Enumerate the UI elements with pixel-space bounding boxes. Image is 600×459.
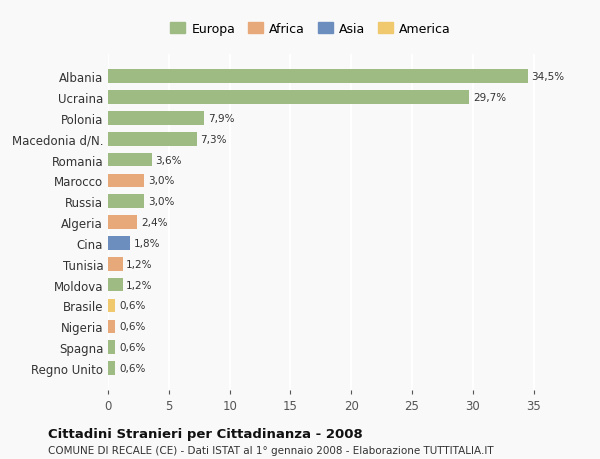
Bar	[108, 299, 115, 313]
Text: 34,5%: 34,5%	[531, 72, 565, 82]
Bar	[108, 237, 130, 250]
Text: 3,0%: 3,0%	[148, 197, 175, 207]
Bar	[108, 216, 137, 230]
Bar	[108, 320, 115, 333]
Bar	[108, 112, 204, 125]
Text: Cittadini Stranieri per Cittadinanza - 2008: Cittadini Stranieri per Cittadinanza - 2…	[48, 427, 363, 440]
Text: COMUNE DI RECALE (CE) - Dati ISTAT al 1° gennaio 2008 - Elaborazione TUTTITALIA.: COMUNE DI RECALE (CE) - Dati ISTAT al 1°…	[48, 445, 494, 455]
Legend: Europa, Africa, Asia, America: Europa, Africa, Asia, America	[166, 18, 455, 41]
Bar	[108, 195, 145, 208]
Bar	[108, 341, 115, 354]
Text: 2,4%: 2,4%	[141, 218, 167, 228]
Bar	[108, 153, 152, 167]
Text: 0,6%: 0,6%	[119, 322, 145, 331]
Text: 29,7%: 29,7%	[473, 93, 506, 103]
Text: 0,6%: 0,6%	[119, 363, 145, 373]
Text: 1,2%: 1,2%	[126, 259, 153, 269]
Text: 3,0%: 3,0%	[148, 176, 175, 186]
Text: 0,6%: 0,6%	[119, 342, 145, 353]
Bar	[108, 174, 145, 188]
Text: 1,8%: 1,8%	[134, 238, 160, 248]
Text: 3,6%: 3,6%	[155, 155, 182, 165]
Bar	[108, 133, 197, 146]
Bar	[108, 278, 122, 292]
Text: 7,3%: 7,3%	[200, 134, 227, 145]
Text: 7,9%: 7,9%	[208, 114, 234, 123]
Bar	[108, 91, 469, 105]
Bar	[108, 70, 527, 84]
Bar	[108, 361, 115, 375]
Bar	[108, 257, 122, 271]
Text: 1,2%: 1,2%	[126, 280, 153, 290]
Text: 0,6%: 0,6%	[119, 301, 145, 311]
